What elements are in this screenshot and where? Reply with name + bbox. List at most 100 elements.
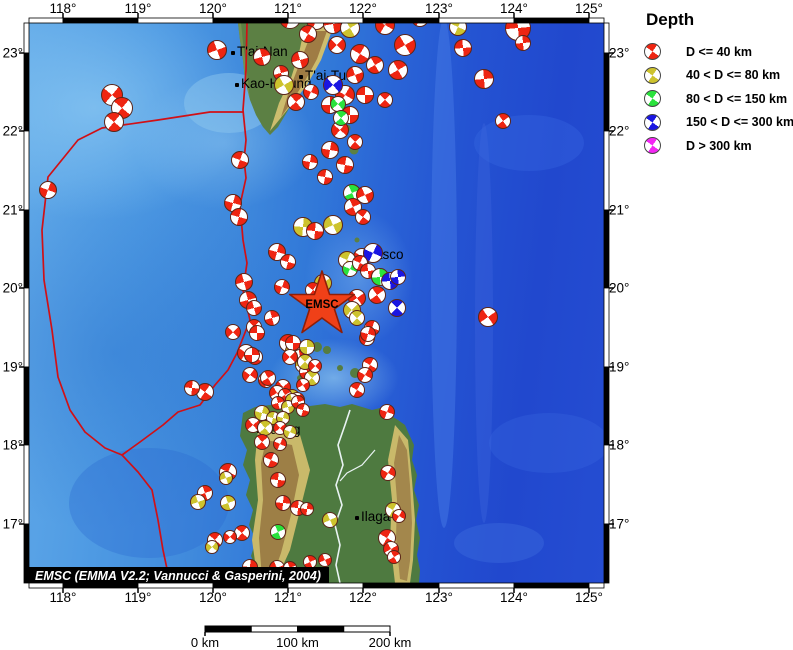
focal-mechanism-beachball bbox=[260, 370, 276, 386]
frame-segment bbox=[603, 444, 610, 525]
legend-beachball-icon bbox=[644, 137, 661, 155]
legend-beachball-icon bbox=[644, 43, 661, 61]
focal-mechanism-beachball bbox=[363, 243, 383, 263]
focal-mechanism-beachball bbox=[366, 56, 384, 74]
sea-texture bbox=[69, 23, 604, 563]
focal-mechanism-beachball bbox=[263, 452, 279, 468]
legend-item-label: 150 < D <= 300 km bbox=[686, 115, 793, 130]
axis-label-left: 20° bbox=[2, 280, 23, 296]
frame-segment bbox=[513, 17, 590, 24]
focal-mechanism-beachball bbox=[296, 403, 310, 417]
focal-mechanism-beachball bbox=[273, 437, 287, 451]
focal-mechanism-beachball bbox=[515, 35, 531, 51]
city-dot bbox=[231, 51, 235, 55]
river-branch bbox=[339, 449, 376, 482]
axis-label-left: 19° bbox=[2, 359, 23, 375]
axis-label-bottom: 120° bbox=[199, 590, 227, 605]
city-dot bbox=[299, 75, 303, 79]
focal-mechanism-beachball bbox=[318, 553, 332, 567]
focal-mechanism-beachball bbox=[296, 378, 310, 392]
focal-mechanism-beachball bbox=[392, 509, 406, 523]
legend-item-label: D > 300 km bbox=[686, 138, 752, 153]
city-label: Ilaga bbox=[361, 509, 391, 524]
axis-label-top: 122° bbox=[349, 1, 377, 16]
legend-item-label: 40 < D <= 80 km bbox=[686, 68, 781, 83]
legend-rows: D <= 40 km 40 < D <= 80 km 80 < D <= 150 k… bbox=[640, 40, 793, 158]
legend-item: 80 < D <= 150 km bbox=[640, 87, 793, 111]
axis-label-bottom: 124° bbox=[500, 590, 528, 605]
focal-mechanism-beachball bbox=[380, 465, 396, 481]
city-dot bbox=[235, 83, 239, 87]
focal-mechanism-beachball bbox=[387, 550, 401, 564]
frame-segment bbox=[588, 582, 605, 589]
frame-segment bbox=[62, 582, 139, 589]
focal-mechanism-beachball bbox=[328, 36, 346, 54]
axis-label-right: 22° bbox=[609, 123, 630, 139]
legend-item: 150 < D <= 300 km bbox=[640, 111, 793, 135]
legend-title: Depth bbox=[646, 10, 695, 29]
axis-label-left: 22° bbox=[2, 123, 23, 139]
frame-segment bbox=[23, 523, 30, 584]
plate-boundary-line bbox=[41, 111, 244, 456]
focal-mechanism-beachball bbox=[270, 524, 286, 540]
focal-mechanism-beachball bbox=[360, 326, 376, 342]
focal-mechanism-beachball bbox=[287, 93, 305, 111]
frame-segment bbox=[212, 582, 289, 589]
focal-mechanism-beachball bbox=[357, 367, 373, 383]
focal-mechanism-beachball bbox=[270, 472, 286, 488]
focal-mechanism-beachball bbox=[323, 215, 343, 235]
scalebar-label: 100 km bbox=[276, 635, 319, 650]
frame-segment bbox=[28, 582, 64, 589]
focal-mechanism-beachball bbox=[220, 495, 236, 511]
focal-mechanism-beachball bbox=[235, 273, 253, 291]
axis-label-top: 118° bbox=[49, 1, 77, 16]
axis-label-bottom: 122° bbox=[349, 590, 377, 605]
axis-label-bottom: 118° bbox=[49, 590, 77, 605]
axis-label-bottom: 121° bbox=[274, 590, 302, 605]
scalebar-label: 0 km bbox=[190, 635, 220, 650]
axis-label-top: 125° bbox=[575, 1, 603, 16]
frame-segment bbox=[603, 523, 610, 584]
axis-label-right: 23° bbox=[609, 45, 630, 61]
focal-mechanism-beachball bbox=[308, 359, 322, 373]
frame-segment bbox=[23, 52, 30, 132]
focal-mechanism-beachball bbox=[254, 434, 270, 450]
focal-mechanism-beachball bbox=[184, 380, 200, 396]
focal-mechanism-beachball bbox=[264, 310, 280, 326]
scalebar-segment bbox=[204, 625, 252, 633]
epicenter-layer: EMSC bbox=[288, 270, 356, 334]
map-area: T'ai-NanKao-HsiungT'ai-TungBascoLaoagIla… bbox=[29, 23, 604, 583]
focal-mechanism-beachball bbox=[495, 113, 511, 129]
attribution-box: EMSC (EMMA V2.2; Vannucci & Gasperini, 2… bbox=[29, 567, 329, 583]
focal-mechanism-beachball bbox=[356, 86, 374, 104]
axis-label-right: 18° bbox=[609, 437, 630, 453]
frame-segment bbox=[362, 582, 440, 589]
focal-mechanism-beachball bbox=[242, 367, 258, 383]
frame-segment bbox=[23, 22, 30, 54]
focal-mechanism-beachball bbox=[291, 51, 309, 69]
focal-mechanism-beachball bbox=[390, 269, 406, 285]
focal-mechanism-beachball bbox=[333, 110, 349, 126]
focal-mechanism-beachball bbox=[104, 112, 124, 132]
legend-item: 40 < D <= 80 km bbox=[640, 64, 793, 88]
frame-segment bbox=[287, 17, 364, 24]
focal-mechanism-beachball bbox=[207, 40, 227, 60]
axis-label-left: 21° bbox=[2, 202, 23, 218]
frame-segment bbox=[603, 209, 610, 289]
frame-segment bbox=[438, 582, 515, 589]
focal-mechanism-beachball bbox=[231, 151, 249, 169]
focal-mechanism-beachball bbox=[349, 310, 365, 326]
focal-mechanism-beachball bbox=[346, 66, 364, 84]
legend-beachball-icon bbox=[644, 113, 661, 131]
focal-mechanism-beachball bbox=[39, 181, 57, 199]
epicenter-label: EMSC bbox=[305, 299, 338, 311]
epicenter-star bbox=[288, 270, 356, 334]
focal-mechanism-beachball bbox=[478, 307, 498, 327]
focal-mechanism-beachball bbox=[336, 156, 354, 174]
focal-mechanism-beachball bbox=[299, 25, 317, 43]
frame-segment bbox=[23, 209, 30, 289]
focal-mechanism-beachball bbox=[244, 347, 260, 363]
axis-label-top: 120° bbox=[199, 1, 227, 16]
legend-item-label: D <= 40 km bbox=[686, 44, 753, 59]
